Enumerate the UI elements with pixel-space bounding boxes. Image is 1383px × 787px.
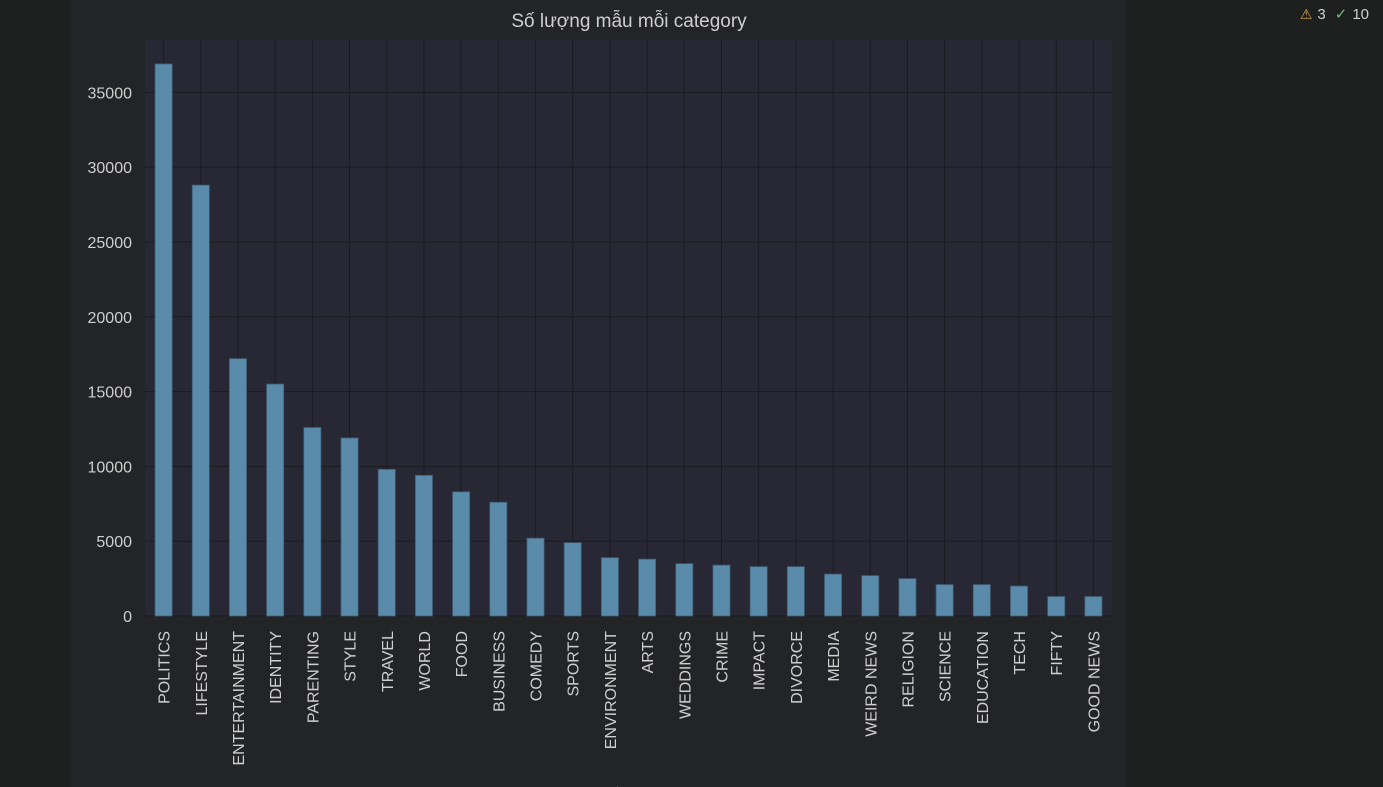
bar-comedy	[526, 537, 545, 617]
bar-religion	[898, 578, 917, 617]
bar-weddings	[675, 563, 694, 617]
x-tick-label: BUSINESS	[491, 631, 508, 712]
y-tick-label: 15000	[88, 385, 133, 402]
warning-icon: ⚠	[1299, 5, 1313, 22]
x-tick-label: MEDIA	[826, 631, 843, 682]
x-tick-label: POLITICS	[157, 631, 174, 704]
bar-identity	[266, 383, 285, 617]
y-tick-label: 0	[123, 609, 132, 626]
x-tick-label: LIFESTYLE	[194, 631, 211, 715]
cell-status: ⚠ 3 ✓ 10	[1299, 5, 1369, 24]
y-tick-label: 5000	[96, 534, 132, 551]
bar-travel	[377, 468, 396, 617]
x-axis-ticks: POLITICS LIFESTYLE ENTERTAINMENT IDENTITY PA…	[157, 631, 1104, 766]
bar-fifty	[1047, 596, 1066, 617]
x-tick-label: TECH	[1012, 631, 1029, 675]
bar-impact	[749, 566, 768, 617]
bar-business	[489, 501, 508, 617]
bar-crime	[712, 564, 731, 617]
y-tick-label: 30000	[88, 160, 133, 177]
x-tick-label: WORLD	[417, 631, 434, 691]
output-cell: 0 5000 10000 15000 20000 25000 30000 35000 POLI…	[70, 0, 1126, 787]
x-tick-label: FIFTY	[1049, 631, 1066, 676]
bar-tech	[1010, 585, 1028, 617]
x-axis-label: category	[598, 784, 659, 787]
bar-weird-news	[861, 575, 880, 617]
x-tick-label: SCIENCE	[938, 631, 955, 702]
bar-environment	[600, 557, 619, 617]
bar-lifestyle	[191, 184, 210, 617]
x-tick-label: PARENTING	[305, 631, 322, 723]
chart-title: Số lượng mẫu mỗi category	[511, 10, 747, 32]
bars	[154, 63, 1103, 617]
y-tick-label: 25000	[88, 235, 133, 252]
x-tick-label: DIVORCE	[789, 631, 806, 704]
bar-arts	[638, 558, 657, 617]
bar-style	[340, 437, 359, 617]
x-tick-label: ENVIRONMENT	[603, 631, 620, 749]
x-tick-label: ENTERTAINMENT	[231, 631, 248, 766]
bar-science	[935, 584, 954, 617]
plot-area	[145, 40, 1112, 616]
x-tick-label: WEDDINGS	[677, 631, 694, 719]
bar-chart: 0 5000 10000 15000 20000 25000 30000 35000 POLI…	[88, 10, 1112, 787]
bar-media	[824, 573, 843, 617]
bar-food	[452, 491, 471, 617]
x-tick-label: WEIRD NEWS	[863, 631, 880, 737]
x-tick-label: ARTS	[640, 631, 657, 673]
bar-good-news	[1084, 596, 1103, 617]
check-icon: ✓	[1334, 6, 1348, 23]
y-tick-label: 35000	[88, 85, 133, 102]
y-tick-label: 10000	[88, 459, 133, 476]
bar-education	[972, 584, 991, 617]
x-tick-label: TRAVEL	[380, 631, 397, 692]
x-tick-label: SPORTS	[566, 631, 583, 697]
x-tick-label: FOOD	[454, 631, 471, 677]
y-axis-ticks: 0 5000 10000 15000 20000 25000 30000 35000	[88, 85, 133, 626]
x-tick-label: IDENTITY	[268, 631, 285, 704]
warning-count: 3	[1317, 5, 1326, 23]
x-tick-label: IMPACT	[752, 631, 769, 690]
x-tick-label: CRIME	[714, 631, 731, 683]
bar-politics	[154, 63, 173, 617]
x-tick-label: EDUCATION	[975, 631, 992, 724]
x-tick-label: COMEDY	[529, 631, 546, 702]
bar-world	[414, 474, 433, 617]
bar-entertainment	[229, 358, 247, 617]
y-tick-label: 20000	[88, 310, 133, 327]
check-count: 10	[1352, 5, 1369, 23]
x-tick-label: GOOD NEWS	[1086, 631, 1103, 732]
x-tick-label: STYLE	[343, 631, 360, 682]
x-tick-label: RELIGION	[900, 631, 917, 707]
bar-parenting	[303, 427, 322, 617]
bar-divorce	[786, 566, 805, 617]
bar-sports	[563, 542, 582, 617]
